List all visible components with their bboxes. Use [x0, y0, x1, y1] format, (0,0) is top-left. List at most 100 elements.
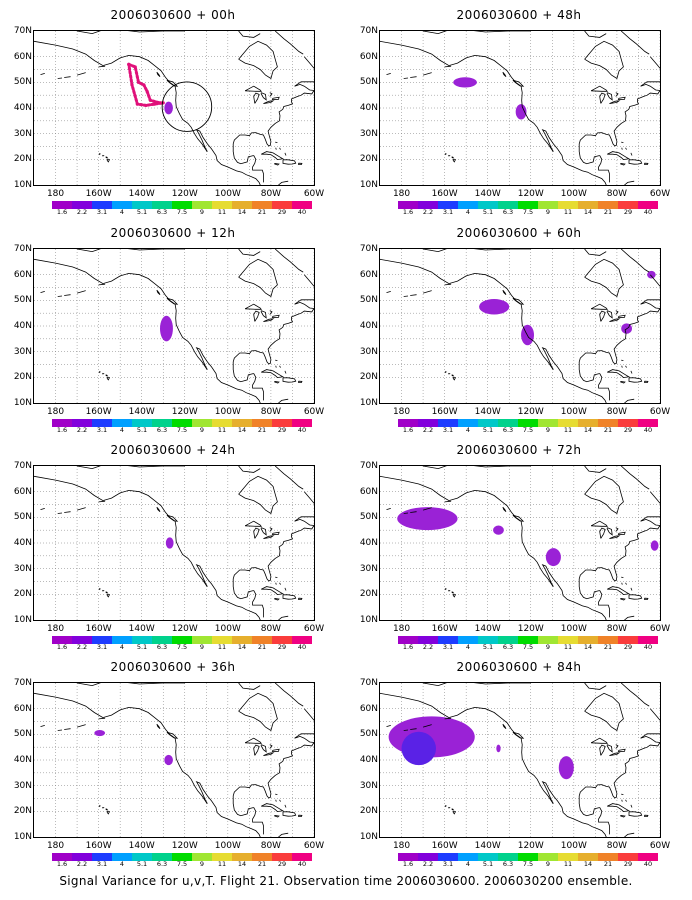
colorbar-tick-label: 5.1: [482, 860, 494, 868]
lat-tick-label: 10N: [13, 398, 32, 408]
coastline: [423, 466, 531, 470]
colorbar-tick-label: 9: [199, 426, 205, 434]
coastline: [263, 100, 275, 104]
lon-tick-label: 120W: [517, 189, 544, 199]
lon-tick-label: 180: [392, 407, 411, 417]
colorbar-swatch: [458, 419, 478, 427]
coastline: [40, 725, 45, 727]
lon-tick-label: 80W: [260, 407, 282, 417]
coastline: [279, 799, 281, 802]
colorbar-tick-label: 11: [563, 208, 573, 216]
coastline: [624, 180, 635, 185]
colorbar-tick-label: 4: [465, 643, 471, 651]
coastline: [630, 587, 633, 591]
coastline: [448, 806, 451, 809]
coastline: [452, 376, 456, 381]
lat-tick-label: 10N: [359, 180, 378, 190]
coastline: [238, 258, 278, 298]
lon-tick-label: 160W: [85, 407, 112, 417]
lat-tick-label: 40N: [359, 538, 378, 548]
lat-tick-label: 60N: [359, 269, 378, 280]
coastline: [609, 535, 621, 539]
coastline: [617, 96, 626, 100]
coastline: [451, 591, 455, 594]
colorbar-swatch: [272, 636, 292, 644]
lon-tick-label: 120W: [171, 189, 198, 199]
coastline: [598, 155, 610, 183]
colorbar-swatch: [172, 636, 192, 644]
colorbar-swatch: [618, 853, 638, 861]
coastline: [260, 744, 267, 753]
coastline: [578, 491, 660, 600]
colorbar-tick-label: 7.5: [522, 643, 534, 651]
coastline: [238, 475, 278, 515]
coastline: [386, 291, 391, 293]
colorbar-tick-label: 3.1: [96, 643, 108, 651]
colorbar-swatch: [518, 636, 538, 644]
colorbar-tick-label: 1.6: [56, 860, 68, 868]
colorbar-tick-label: 1.6: [402, 208, 414, 216]
lon-tick-label: 140W: [474, 841, 501, 851]
coastline: [40, 508, 45, 510]
colorbar-tick-label: 21: [603, 643, 613, 651]
colorbar-tick-label: 9: [545, 208, 551, 216]
lon-tick-label: 60W: [649, 407, 671, 417]
coastline: [298, 814, 303, 817]
colorbar-swatch: [192, 419, 212, 427]
map-canvas: [34, 466, 314, 620]
lon-tick-label: 60W: [303, 624, 325, 634]
coastline: [284, 804, 287, 808]
lat-tick-label: 40N: [13, 321, 32, 331]
colorbar-tick-label: 5.1: [482, 208, 494, 216]
colorbar-tick-label: 4: [119, 208, 125, 216]
flight-track: [127, 62, 164, 107]
colorbar-swatch: [132, 201, 152, 209]
colorbar-tick-label: 29: [277, 643, 287, 651]
colorbar-tick-label: 29: [623, 426, 633, 434]
map-canvas: [380, 31, 660, 185]
colorbar-swatch: [132, 636, 152, 644]
lat-tick-label: 50N: [359, 295, 378, 306]
colorbar-swatch: [212, 636, 232, 644]
coastline: [625, 582, 627, 585]
coastline: [102, 589, 105, 592]
coastline: [584, 258, 624, 298]
colorbar-swatch: [72, 201, 92, 209]
coastline: [156, 289, 161, 295]
coastline: [410, 294, 417, 296]
lon-tick-label: 60W: [303, 189, 325, 199]
colorbar-swatch: [152, 201, 172, 209]
lat-tick-label: 70N: [13, 678, 32, 688]
colorbar-swatch: [92, 419, 112, 427]
coastline: [615, 744, 619, 749]
coastline: [98, 588, 101, 591]
coastline: [260, 310, 267, 319]
coastline: [452, 158, 456, 163]
colorbar-swatch: [132, 419, 152, 427]
lat-tick-label: 40N: [359, 103, 378, 113]
coastline: [156, 506, 161, 512]
colorbar-swatch: [172, 853, 192, 861]
colorbar-swatch: [272, 201, 292, 209]
colorbar-swatch: [212, 853, 232, 861]
coastline: [451, 808, 455, 811]
colorbar-tick-label: 11: [217, 860, 227, 868]
colorbar-swatch: [498, 853, 518, 861]
colorbar-swatch: [52, 636, 72, 644]
coastline: [279, 147, 281, 150]
lon-tick-label: 60W: [649, 189, 671, 199]
colorbar-swatch: [538, 853, 558, 861]
coastline: [284, 152, 287, 156]
coastline: [64, 511, 71, 513]
colorbar-tick-label: 6.3: [156, 860, 168, 868]
lat-tick-label: 50N: [13, 77, 32, 88]
colorbar-swatch: [52, 853, 72, 861]
coastline: [102, 372, 105, 375]
coastline: [278, 615, 289, 620]
colorbar-tick-label: 9: [199, 860, 205, 868]
coastline: [644, 380, 649, 383]
coastline: [444, 153, 447, 156]
colorbar-tick-label: 4: [119, 426, 125, 434]
colorbar-swatch: [598, 419, 618, 427]
coastline: [403, 729, 409, 731]
